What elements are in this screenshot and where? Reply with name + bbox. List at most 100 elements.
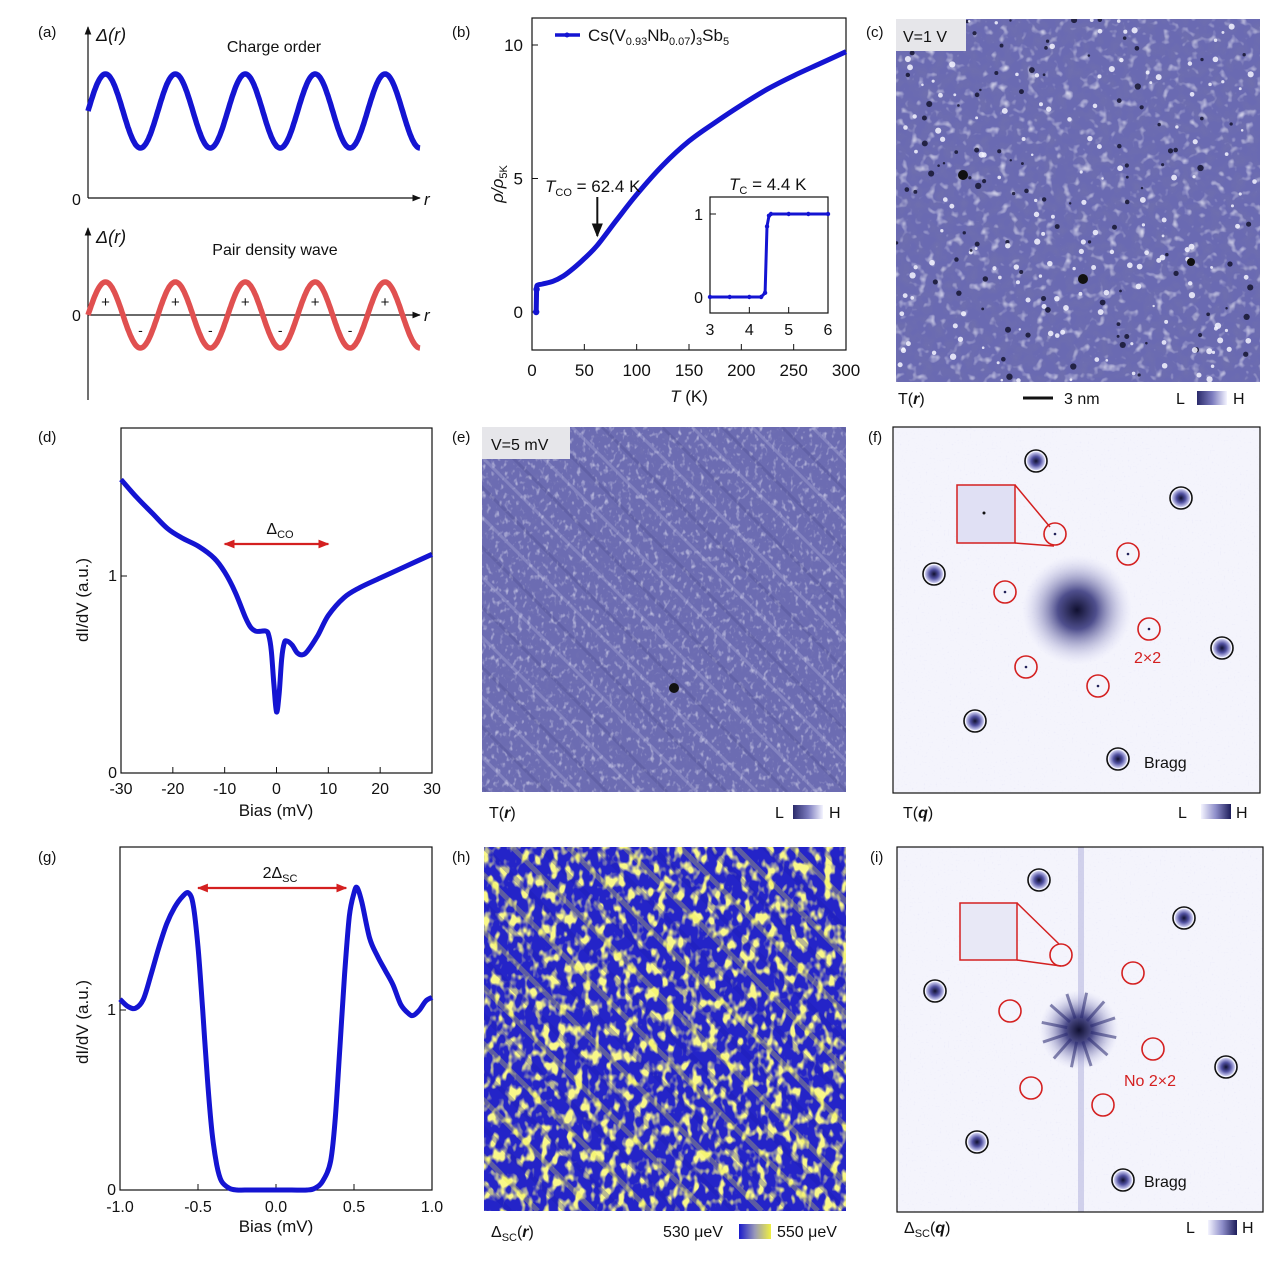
d-co-gap-label: ΔCO — [266, 521, 294, 541]
c-topography-map — [896, 19, 1260, 382]
i-cb-high: H — [1242, 1220, 1254, 1237]
g-sc-gap-label: 2ΔSC — [263, 865, 298, 885]
bragg-circle — [1172, 906, 1196, 930]
c-map-label: T(r) — [898, 391, 925, 408]
2x2-circle — [993, 580, 1017, 604]
b-xtick-label: 50 — [575, 361, 594, 380]
inset-ytick-label: 0 — [694, 290, 703, 307]
panel-g: (g) -1.0 -0.5 0.0 0.5 1.0 0 1 Bias (mV) dI/dV … — [38, 846, 443, 1236]
g-xtick-label: -1.0 — [106, 1199, 134, 1216]
i-bragg-peaks — [923, 868, 1238, 1192]
pdw-minus-sign: - — [278, 322, 283, 338]
g-xtick-label: -0.5 — [184, 1199, 212, 1216]
2x2-circle — [1043, 522, 1067, 546]
bragg-circle — [1169, 486, 1193, 510]
d-xtick-label: 10 — [319, 781, 337, 798]
c-bias-label: V=1 V — [903, 29, 947, 46]
g-plot-frame — [119, 846, 433, 1191]
c-cb-low: L — [1176, 391, 1185, 408]
i-bragg-label: Bragg — [1144, 1174, 1187, 1191]
panel-label-d: (d) — [38, 429, 56, 446]
d-xtick-label: 0 — [272, 781, 281, 798]
b-ytick-label: 5 — [514, 170, 523, 189]
f-fourier-map — [893, 427, 1260, 793]
g-spectrum-curve — [118, 884, 434, 1193]
pdw-minus-sign: - — [208, 322, 213, 338]
f-cb-low: L — [1178, 805, 1187, 822]
pdw-plus-sign: + — [381, 294, 390, 311]
b-ytick-label: 0 — [514, 303, 523, 322]
pdw-plus-sign: + — [171, 294, 180, 311]
f-map-label: T(q) — [903, 805, 933, 822]
2x2-peak — [1003, 590, 1007, 594]
f-bragg-peaks — [922, 449, 1234, 771]
f-cb-high: H — [1236, 805, 1248, 822]
i-cb-low: L — [1186, 1220, 1195, 1237]
f-2x2-peaks — [993, 522, 1161, 698]
inset-data-point — [786, 211, 791, 217]
d-ytick-label: 1 — [108, 568, 117, 585]
c-cb-high: H — [1233, 391, 1245, 408]
2x2-peak — [1096, 684, 1100, 688]
inset-data-point — [764, 224, 770, 229]
b-inset-title: TC = 4.4 K — [729, 175, 807, 197]
f-colorbar — [1201, 804, 1231, 819]
d-ticks: -30 -20 -10 0 10 20 30 0 1 — [108, 568, 441, 798]
2x2-circle — [1091, 1093, 1115, 1117]
d-xtick-label: 20 — [371, 781, 389, 798]
bragg-peak — [1030, 871, 1048, 889]
h-map-label: ΔSC(r) — [491, 1224, 534, 1244]
2x2-peak — [1024, 665, 1028, 669]
i-2x2-positions — [998, 943, 1165, 1117]
bragg-peak — [1027, 452, 1045, 470]
2x2-circle — [1137, 617, 1161, 641]
c-scale-label: 3 nm — [1064, 391, 1100, 408]
panel-e: (e) V=5 mV T(r) L H — [452, 427, 846, 822]
panel-label-g: (g) — [38, 849, 56, 866]
inset-data-point — [825, 211, 831, 217]
d-plot-frame — [120, 427, 433, 774]
b-inset-points — [707, 211, 831, 300]
2x2-circle — [1116, 542, 1140, 566]
panel-d: (d) -30 -20 -10 0 10 20 30 0 1 Bias (mV) dI/dV (… — [38, 427, 441, 820]
inset-data-point — [758, 294, 764, 300]
bragg-peak — [968, 1133, 986, 1151]
inset-data-point — [762, 290, 768, 296]
c-bias-box — [896, 19, 966, 51]
e-topography-map — [482, 427, 846, 792]
a-bottom-xlabel: r — [424, 306, 431, 325]
a-bottom-ylabel: Δ(r) — [95, 227, 126, 247]
b-data-points — [532, 286, 540, 316]
a-bottom-zero-label: 0 — [72, 308, 81, 325]
bragg-peak — [1172, 489, 1190, 507]
g-xlabel: Bias (mV) — [239, 1217, 314, 1236]
bragg-circle — [923, 979, 947, 1003]
panel-label-e: (e) — [452, 429, 470, 446]
b-data-point — [533, 286, 540, 293]
b-xtick-label: 300 — [832, 361, 860, 380]
bragg-peak — [1114, 1171, 1132, 1189]
b-inset: TC = 4.4 K 3 4 5 6 0 1 — [694, 175, 832, 339]
panel-label-a: (a) — [38, 24, 56, 41]
pdw-plus-sign: + — [101, 294, 110, 311]
i-fourier-map — [897, 847, 1263, 1212]
b-legend: Cs(V0.93Nb0.07)3Sb5 — [555, 26, 729, 48]
bragg-circle — [1214, 1055, 1238, 1079]
inset-xtick-label: 6 — [824, 322, 833, 339]
h-gap-map — [484, 847, 846, 1211]
g-xtick-label: 0.0 — [265, 1199, 287, 1216]
a-top-ylabel: Δ(r) — [95, 25, 126, 45]
bragg-peak — [925, 565, 943, 583]
2x2-circle — [1121, 961, 1145, 985]
b-tco-annotation: TCO = 62.4 K — [545, 177, 641, 199]
2x2-circle — [1086, 674, 1110, 698]
d-xtick-label: -10 — [213, 781, 236, 798]
i-colorbar — [1208, 1220, 1237, 1235]
d-xtick-label: -20 — [161, 781, 184, 798]
a-top-title: Charge order — [227, 39, 322, 56]
inset-data-point — [768, 211, 774, 217]
2x2-peak — [1147, 627, 1151, 631]
c-colorbar — [1197, 391, 1227, 405]
f-2x2-label: 2×2 — [1134, 650, 1161, 667]
inset-data-point — [806, 211, 811, 217]
